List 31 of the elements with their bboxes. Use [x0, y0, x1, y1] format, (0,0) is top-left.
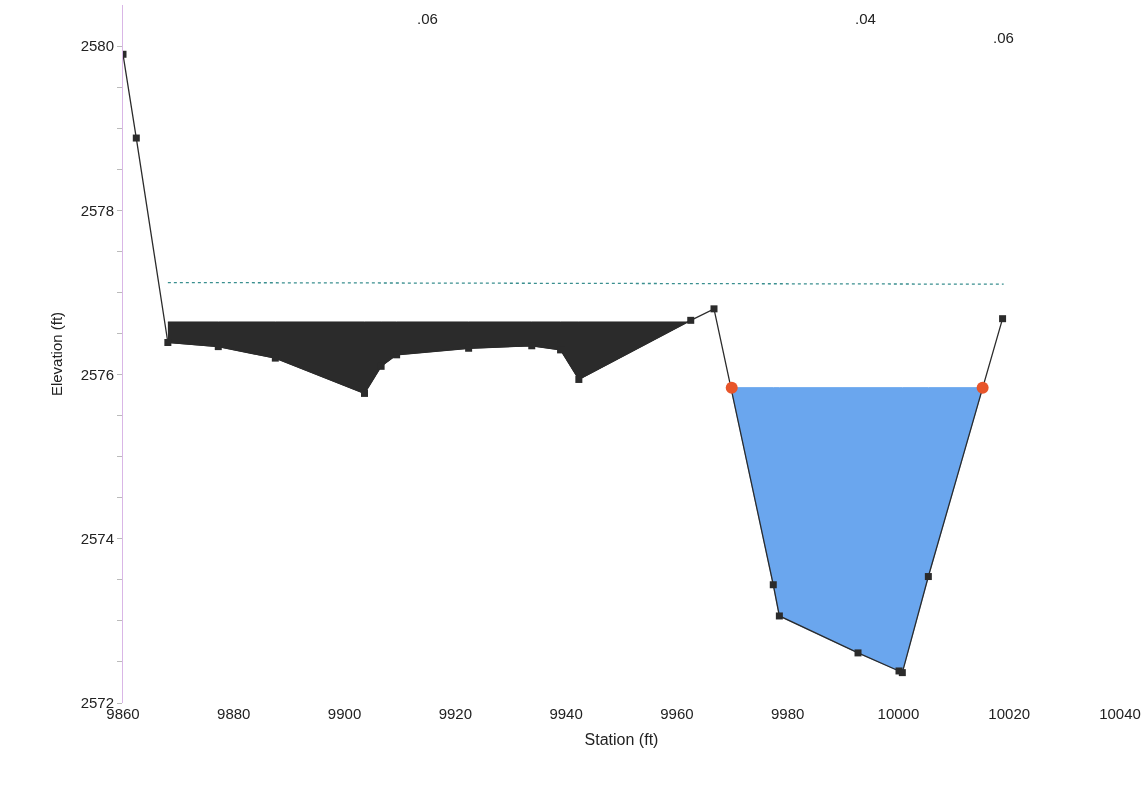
x-tick-label: 10020 — [988, 705, 1031, 722]
point — [164, 339, 172, 346]
point — [999, 315, 1007, 323]
x-tick-label: 9940 — [549, 705, 583, 722]
point — [710, 305, 718, 313]
x-tick-label: 9900 — [327, 705, 362, 722]
point — [725, 381, 738, 394]
annotation: .06 — [993, 29, 1014, 46]
x-tick-label: 9920 — [438, 705, 473, 722]
x-tick-label: 9960 — [660, 705, 694, 722]
x-tick-label: 10040 — [1099, 705, 1141, 722]
point — [854, 649, 862, 657]
point — [687, 316, 695, 324]
point — [361, 389, 368, 397]
y-tick-label: 2576 — [80, 365, 114, 383]
point — [575, 375, 583, 383]
y-tick-label: 2574 — [80, 530, 114, 548]
point — [769, 581, 777, 589]
x-tick-label: 9980 — [770, 705, 805, 722]
point — [775, 612, 783, 620]
y-tick-label: 2580 — [80, 37, 114, 55]
annotation: .04 — [855, 10, 876, 27]
point — [132, 134, 140, 142]
annotation: .06 — [417, 10, 438, 27]
y-axis-title: Elevation (ft) — [47, 311, 65, 397]
x-axis-title: Station (ft) — [584, 730, 659, 748]
y-tick-label: 2578 — [80, 201, 114, 219]
point — [976, 381, 989, 394]
x-tick-label: 10000 — [877, 705, 920, 722]
point — [924, 573, 932, 581]
x-tick-label: 9880 — [217, 705, 251, 722]
